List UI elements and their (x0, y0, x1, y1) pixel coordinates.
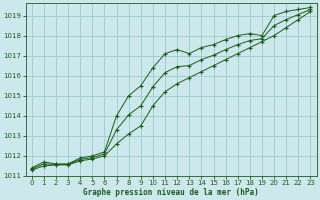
X-axis label: Graphe pression niveau de la mer (hPa): Graphe pression niveau de la mer (hPa) (83, 188, 259, 197)
